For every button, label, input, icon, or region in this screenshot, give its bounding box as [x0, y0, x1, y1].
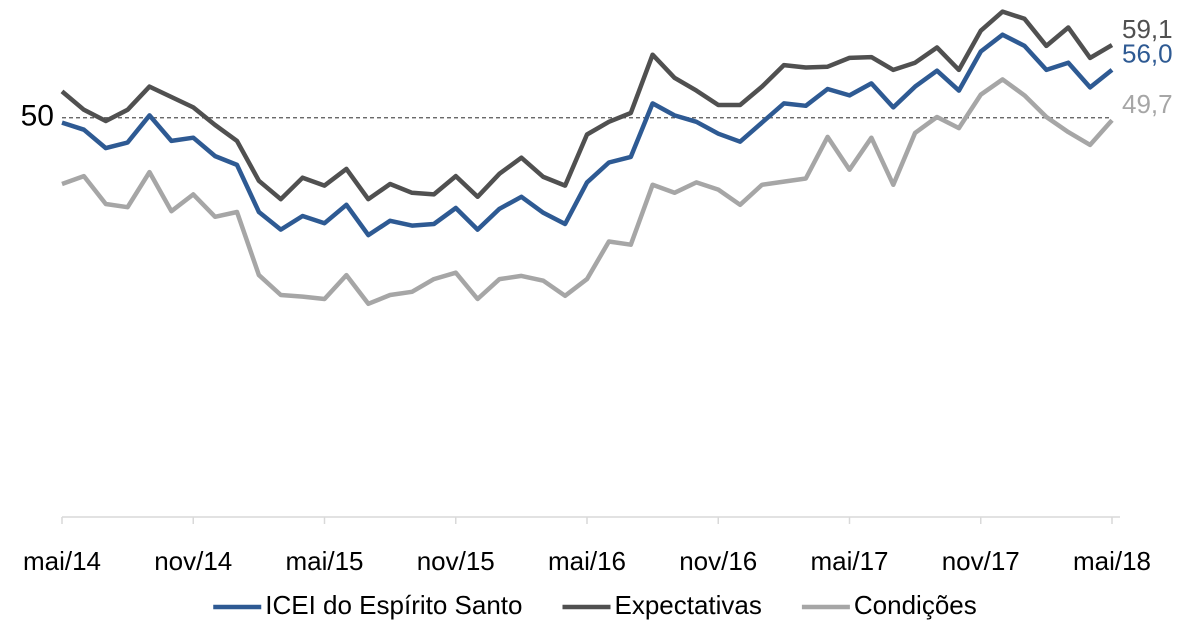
series-line — [60, 9, 1114, 202]
x-tick-label: mai/16 — [548, 546, 626, 576]
x-tick-label: mai/15 — [285, 546, 363, 576]
y-tick-label: 50 — [21, 100, 54, 133]
x-tick-label: nov/14 — [154, 546, 232, 576]
end-value-label: 56,0 — [1122, 39, 1173, 69]
series-line — [61, 77, 1114, 307]
series-line — [61, 32, 1114, 238]
x-tick-label: mai/17 — [810, 546, 888, 576]
x-tick-label: nov/16 — [679, 546, 757, 576]
end-value-label: 59,1 — [1122, 14, 1173, 44]
x-tick-label: mai/14 — [23, 546, 101, 576]
legend-label: Expectativas — [614, 590, 761, 620]
x-tick-label: nov/15 — [417, 546, 495, 576]
x-tick-label: nov/17 — [942, 546, 1020, 576]
x-tick-label: mai/18 — [1073, 546, 1151, 576]
legend-label: ICEI do Espírito Santo — [265, 590, 522, 620]
end-value-label: 49,7 — [1122, 89, 1173, 119]
legend-label: Condições — [854, 590, 977, 620]
